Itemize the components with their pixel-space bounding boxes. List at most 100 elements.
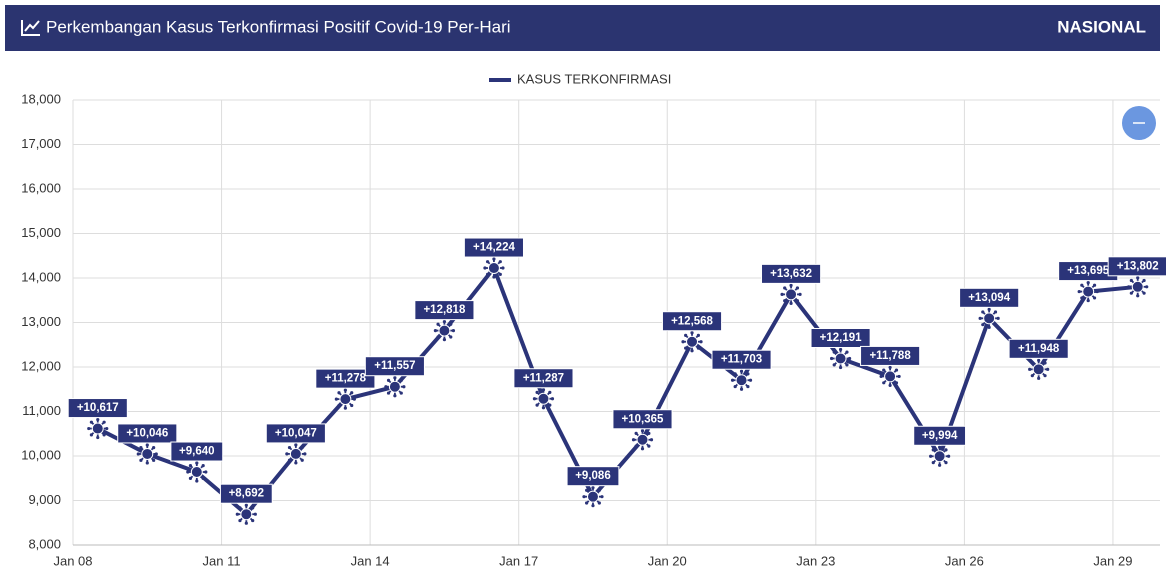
y-tick-label: 17,000 <box>21 136 61 151</box>
spike-tip <box>789 283 793 287</box>
data-label: +12,568 <box>661 311 723 332</box>
spike-tip <box>1136 294 1140 298</box>
spike-tip <box>89 420 93 424</box>
spike-tip <box>993 310 998 314</box>
spike-tip <box>300 445 304 450</box>
spike-tip <box>105 426 109 431</box>
virus-body <box>1032 363 1045 376</box>
spike-tip <box>287 445 292 450</box>
spike-tip <box>696 346 700 350</box>
spike-tip <box>294 461 298 465</box>
spike-tip <box>585 501 589 505</box>
virus-body <box>438 324 451 337</box>
data-label: +13,695 <box>1058 261 1119 282</box>
data-label: +14,224 <box>463 237 524 258</box>
x-tick-label: Jan 11 <box>203 553 241 568</box>
spike-tip <box>352 397 356 401</box>
spike-tip <box>442 337 447 342</box>
header-region: NASIONAL <box>1057 17 1146 36</box>
spike-tip <box>640 429 645 433</box>
spike-tip <box>631 438 636 442</box>
data-label: +13,802 <box>1107 256 1166 277</box>
spike-tip <box>442 319 447 324</box>
virus-body <box>785 288 798 301</box>
data-label-text: +11,557 <box>374 360 415 372</box>
spike-tip <box>1043 361 1047 365</box>
spike-tip <box>399 391 403 395</box>
spike-tip <box>303 452 307 456</box>
spike-tip <box>384 385 388 389</box>
spike-tip <box>597 501 601 505</box>
data-label-text: +10,046 <box>126 427 168 439</box>
virus-body <box>636 433 649 446</box>
data-label-bg <box>612 409 673 430</box>
data-label-bg <box>761 263 822 284</box>
spike-tip <box>337 403 341 408</box>
data-label-bg <box>566 466 620 487</box>
x-tick-label: Jan 29 <box>1093 553 1132 568</box>
spike-tip <box>1142 278 1146 283</box>
spike-tip <box>244 503 248 507</box>
spike-tip <box>186 470 190 474</box>
spike-tip <box>996 316 1000 320</box>
header-title: Perkembangan Kasus Terkonfirmasi Positif… <box>46 17 511 36</box>
data-label-text: +10,617 <box>77 402 119 414</box>
data-label-text: +11,948 <box>1018 343 1060 355</box>
legend-label: KASUS TERKONFIRMASI <box>517 71 671 86</box>
virus-body <box>240 508 253 521</box>
spike-tip <box>136 452 140 456</box>
spike-tip <box>1043 374 1047 378</box>
spike-tip <box>888 365 892 370</box>
virus-marker <box>978 307 1000 329</box>
spike-tip <box>938 463 942 467</box>
collapse-button[interactable] <box>1122 106 1156 140</box>
data-label-bg <box>1008 338 1069 359</box>
virus-marker <box>780 283 802 305</box>
virus-marker <box>929 445 951 467</box>
spike-tip <box>733 372 737 376</box>
data-label: +10,047 <box>265 423 326 444</box>
spike-tip <box>894 381 899 385</box>
data-label: +11,278 <box>315 368 376 389</box>
y-tick-label: 18,000 <box>21 91 61 106</box>
data-label-text: +11,287 <box>523 372 564 384</box>
data-label-text: +10,365 <box>622 413 664 425</box>
spike-tip <box>696 333 700 337</box>
spike-tip <box>201 476 205 480</box>
spike-tip <box>987 307 991 311</box>
spike-tip <box>195 479 199 483</box>
spike-tip <box>139 445 143 450</box>
data-label-bg <box>860 345 921 366</box>
spike-tip <box>649 438 654 442</box>
spike-tip <box>1030 361 1034 365</box>
data-label: +9,086 <box>566 466 620 487</box>
data-label-bg <box>959 287 1020 308</box>
data-label-text: +11,278 <box>325 373 367 385</box>
virus-body <box>735 374 748 387</box>
spike-tip <box>201 464 205 468</box>
virus-marker <box>285 443 307 465</box>
virus-body <box>141 447 154 460</box>
virus-marker <box>334 388 356 410</box>
y-tick-label: 9,000 <box>28 492 61 507</box>
data-label-bg <box>463 237 524 258</box>
spike-tip <box>1092 296 1097 300</box>
data-label: +10,617 <box>67 398 128 419</box>
virus-body <box>884 370 897 383</box>
data-label-text: +10,047 <box>275 427 317 439</box>
spike-tip <box>154 452 158 456</box>
spike-tip <box>838 347 843 352</box>
spike-tip <box>195 461 199 465</box>
data-label-text: +14,224 <box>473 242 515 254</box>
virus-body <box>1131 280 1144 293</box>
spike-tip <box>879 374 883 379</box>
x-tick-label: Jan 14 <box>351 553 390 568</box>
spike-tip <box>730 378 735 382</box>
spike-tip <box>1145 285 1149 289</box>
spike-tip <box>492 257 496 261</box>
virus-body <box>834 352 847 365</box>
virus-body <box>983 312 996 325</box>
spike-tip <box>550 397 555 401</box>
spike-tip <box>145 461 149 465</box>
spike-tip <box>89 433 93 437</box>
